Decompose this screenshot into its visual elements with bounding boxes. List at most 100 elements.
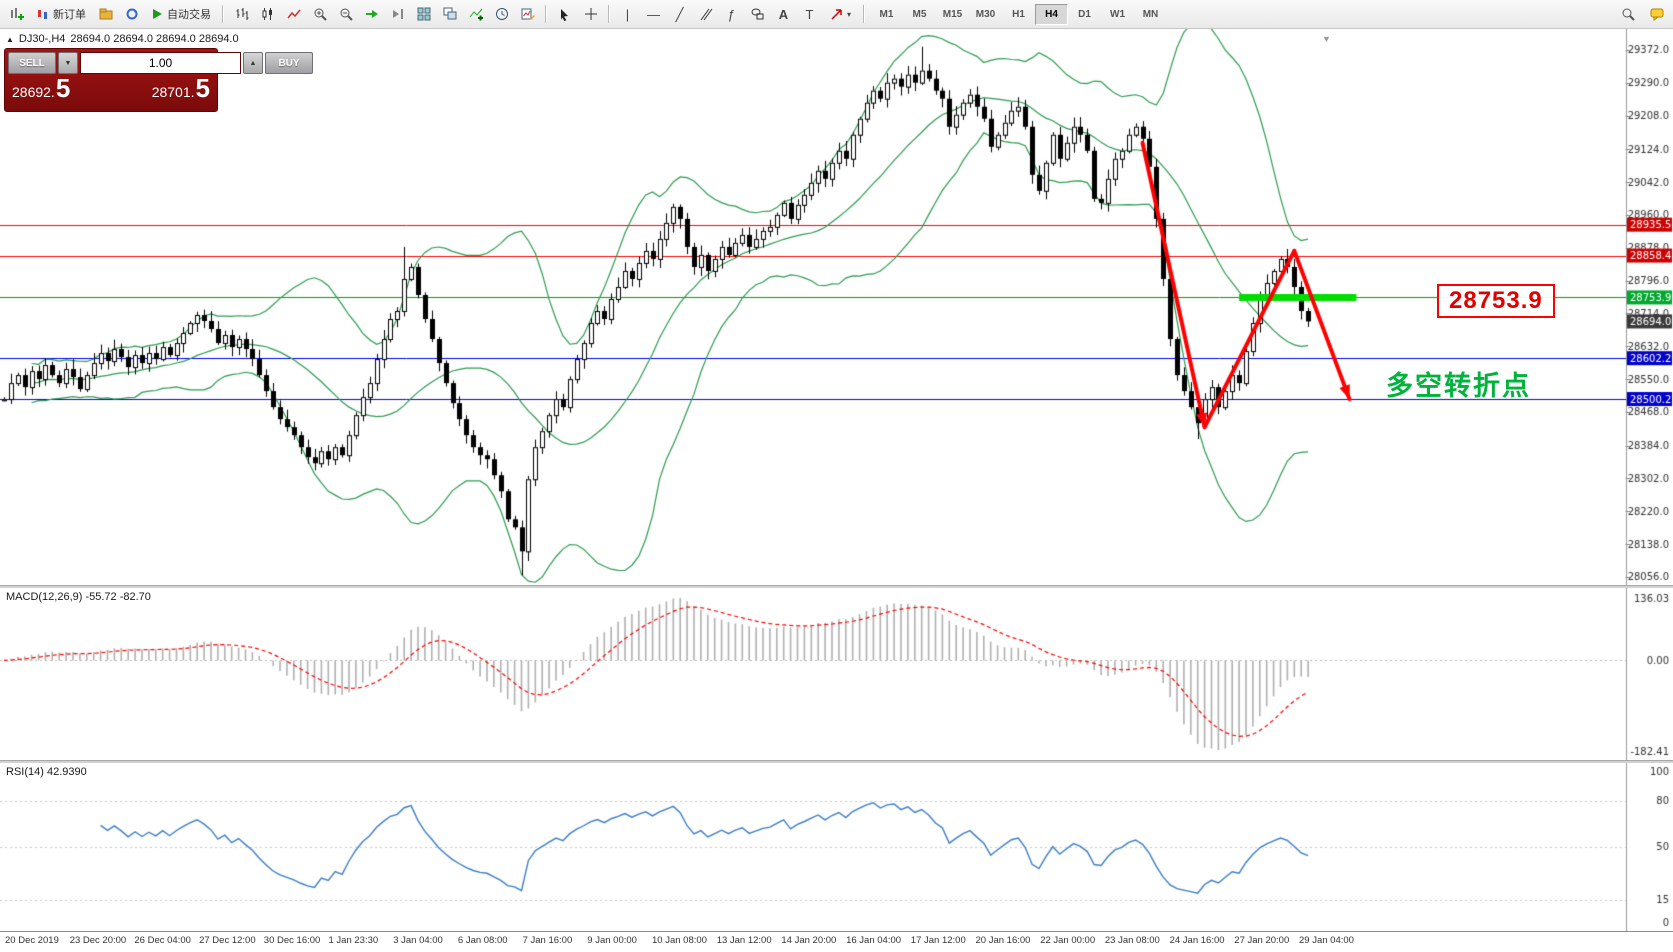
vertical-line-icon: |	[625, 6, 630, 22]
search-icon	[1622, 8, 1635, 21]
macd-indicator-label: MACD(12,26,9) -55.72 -82.70	[6, 591, 151, 603]
symbol-period-label: DJ30-,H4	[18, 33, 66, 45]
time-axis-label: 1 Jan 23:30	[328, 935, 379, 946]
zoom-in-button[interactable]	[307, 3, 332, 26]
price-callout[interactable]: 28753.9	[1437, 284, 1555, 318]
channel-icon	[700, 8, 712, 21]
buy-button[interactable]: BUY	[265, 52, 313, 74]
trendline-button[interactable]: ╱	[667, 3, 692, 26]
timeframe-h4-button[interactable]: H4	[1035, 3, 1068, 25]
new-order-label: 新订单	[53, 9, 86, 21]
timeframe-mn-button[interactable]: MN	[1142, 8, 1159, 20]
search-button[interactable]	[1615, 3, 1640, 26]
volume-decrease-button[interactable]: ▼	[58, 52, 78, 74]
text-icon: A	[778, 6, 789, 22]
time-axis-label: 14 Jan 20:00	[781, 935, 837, 946]
ohlc-values: 28694.0 28694.0 28694.0 28694.0	[70, 33, 239, 45]
timeframe-d1-button[interactable]: D1	[1078, 8, 1091, 20]
one-click-collapse-icon[interactable]: ▲	[6, 34, 14, 44]
volume-increase-button[interactable]: ▲	[243, 52, 263, 74]
chart-shift-marker-icon[interactable]: ▼	[1322, 34, 1331, 44]
timeframe-m5-button[interactable]: M5	[912, 8, 927, 20]
channel-button[interactable]	[693, 3, 718, 26]
line-chart-icon	[286, 9, 301, 19]
candlestick-button[interactable]	[255, 3, 280, 26]
auto-scroll-button[interactable]	[359, 3, 384, 26]
indicators-icon	[469, 8, 483, 21]
autotrading-play-icon	[153, 9, 162, 19]
toolbar-separator	[545, 5, 547, 23]
macd-panel-canvas[interactable]	[0, 588, 1673, 760]
time-axis-label: 7 Jan 16:00	[522, 935, 573, 946]
chat-icon	[1650, 8, 1663, 21]
new-order-button[interactable]: 新订单	[30, 3, 92, 26]
new-chart-icon	[10, 8, 24, 20]
indicators-button[interactable]	[463, 3, 488, 26]
profiles-button[interactable]	[93, 3, 118, 26]
tile-windows-button[interactable]	[411, 3, 436, 26]
toolbar-separator	[222, 5, 224, 23]
chat-button[interactable]	[1644, 3, 1669, 26]
dropdown-caret-icon: ▾	[846, 9, 851, 19]
zoom-out-icon	[340, 8, 353, 21]
buy-price[interactable]: 28701. 5	[152, 75, 210, 101]
time-axis-label: 27 Dec 12:00	[199, 935, 256, 946]
refresh-button[interactable]	[119, 3, 144, 26]
panel-divider[interactable]	[0, 760, 1673, 764]
timeframe-m30-button[interactable]: M30	[975, 8, 996, 20]
time-axis-label: 17 Jan 12:00	[910, 935, 966, 946]
panel-divider[interactable]	[0, 585, 1673, 589]
timeframe-w1-button[interactable]: W1	[1110, 8, 1125, 20]
arrows-button[interactable]: ▾	[823, 3, 858, 26]
time-axis-label: 23 Dec 20:00	[69, 935, 127, 946]
cascade-windows-button[interactable]	[437, 3, 462, 26]
timeframe-m15-button[interactable]: M15	[942, 8, 963, 20]
sell-price[interactable]: 28692. 5	[12, 75, 70, 101]
text-label-button[interactable]: T	[797, 3, 822, 26]
main-chart-canvas[interactable]	[0, 29, 1673, 585]
crosshair-button[interactable]	[578, 3, 603, 26]
timeframe-h1-button[interactable]: H1	[1012, 8, 1025, 20]
text-button[interactable]: A	[771, 3, 796, 26]
sell-button[interactable]: SELL	[8, 52, 56, 74]
cursor-button[interactable]	[552, 3, 577, 26]
text-label-icon: T	[805, 6, 814, 22]
chart-symbol-header: ▲ DJ30-,H4 28694.0 28694.0 28694.0 28694…	[6, 33, 239, 45]
vertical-line-button[interactable]: |	[615, 3, 640, 26]
rsi-panel-canvas[interactable]	[0, 763, 1673, 931]
volume-input[interactable]	[80, 52, 241, 74]
line-chart-button[interactable]	[281, 3, 306, 26]
templates-icon	[521, 8, 535, 20]
fibonacci-icon: ƒ	[727, 6, 736, 22]
time-axis-label: 6 Jan 08:00	[457, 935, 508, 946]
buy-price-main: 28701.	[151, 84, 195, 100]
bar-chart-icon	[236, 8, 248, 20]
turning-point-annotation[interactable]: 多空转折点	[1386, 371, 1531, 401]
shapes-button[interactable]	[745, 3, 770, 26]
periods-clock-icon	[495, 8, 508, 20]
zoom-in-icon	[314, 8, 327, 21]
trendline-icon: ╱	[675, 6, 684, 22]
bar-chart-button[interactable]	[229, 3, 254, 26]
shapes-icon	[751, 8, 763, 20]
chart-shift-button[interactable]	[385, 3, 410, 26]
time-axis[interactable]: 20 Dec 2019 23 Dec 20:00 26 Dec 04:00 27 De…	[0, 931, 1673, 952]
horizontal-line-button[interactable]: —	[641, 3, 666, 26]
toolbar-separator	[863, 5, 865, 23]
templates-button[interactable]	[515, 3, 540, 26]
periods-button[interactable]	[489, 3, 514, 26]
sell-price-big-digit: 5	[55, 73, 71, 103]
timeframe-group: M1 M5 M15 M30 H1 H4 D1 W1 MN	[870, 3, 1167, 25]
fibonacci-button[interactable]: ƒ	[719, 3, 744, 26]
autotrading-button[interactable]: 自动交易	[145, 3, 217, 26]
one-click-trading-panel: SELL ▼ ▲ BUY 28692. 5 28701. 5	[4, 48, 313, 112]
zoom-out-button[interactable]	[333, 3, 358, 26]
time-axis-label: 30 Dec 16:00	[263, 935, 321, 946]
rsi-indicator-label: RSI(14) 42.9390	[6, 766, 87, 778]
time-axis-label: 10 Jan 08:00	[652, 935, 707, 946]
time-axis-label: 9 Jan 00:00	[587, 935, 637, 946]
new-chart-button[interactable]	[4, 3, 29, 26]
timeframe-m1-button[interactable]: M1	[879, 8, 894, 20]
tile-windows-icon	[417, 7, 430, 21]
